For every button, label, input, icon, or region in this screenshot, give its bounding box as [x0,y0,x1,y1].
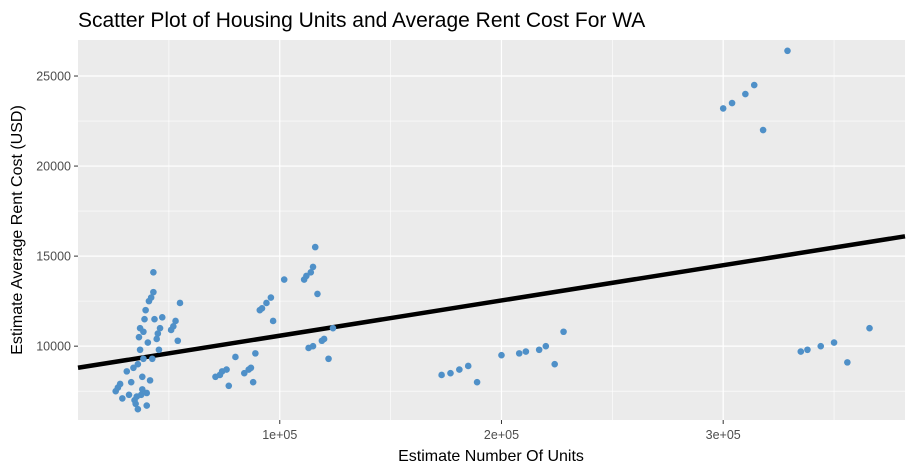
data-point [551,360,558,368]
data-point [804,346,811,354]
data-point [258,305,266,312]
data-point [280,276,288,283]
data-points [112,47,873,413]
data-point [223,366,230,373]
data-point [153,335,161,343]
data-point [123,368,131,375]
data-point [329,324,337,332]
data-point [535,346,543,354]
data-point [154,330,162,337]
data-point [158,314,166,321]
data-point [232,353,239,361]
data-point [498,351,505,359]
data-point [136,346,144,354]
data-point [447,369,454,377]
data-point [134,405,142,413]
data-point [307,269,315,276]
y-tick-label: 10000 [36,340,71,354]
y-tick-label: 25000 [36,70,71,84]
data-point [269,317,277,325]
data-point [728,99,736,107]
data-point [249,378,257,386]
data-point [141,315,148,323]
data-point [830,339,838,346]
data-point [263,299,270,307]
data-point [134,360,142,368]
x-axis-title: Estimate Number Of Units [398,448,584,465]
data-point [170,323,177,330]
data-point [172,317,179,325]
data-point [464,362,472,370]
data-point [135,333,143,341]
data-point [311,243,319,251]
data-point [143,402,151,409]
data-point [240,369,248,377]
x-tick-label: 3e+05 [706,428,741,442]
plot-panel [78,40,905,420]
data-point [174,337,182,345]
data-point [252,350,259,357]
data-point [137,391,145,399]
data-point [146,377,154,384]
data-point [325,355,332,363]
data-point [844,359,851,366]
data-point [125,391,133,399]
data-point [151,315,158,323]
data-point [456,366,463,373]
data-point [116,380,124,388]
data-point [155,346,163,354]
data-point [314,290,321,298]
data-point [473,378,481,386]
x-tick-label: 2e+05 [484,428,519,442]
y-tick-label: 20000 [36,160,71,174]
data-point [309,342,317,350]
chart-title: Scatter Plot of Housing Units and Averag… [78,9,645,32]
data-point [142,306,149,314]
y-axis-title: Estimate Average Rent Cost (USD) [9,105,26,355]
data-point [320,335,328,343]
data-point [132,400,139,408]
data-point [797,348,805,355]
data-point [719,105,727,112]
data-point [560,328,567,336]
data-point [138,386,146,393]
data-point [150,269,157,276]
data-point [127,378,135,386]
data-point [143,389,151,397]
y-tick-label: 15000 [36,250,71,264]
data-point [515,350,523,357]
data-point [759,126,767,134]
data-point [225,382,233,390]
x-tick-label: 1e+05 [262,428,297,442]
data-point [750,81,758,89]
data-point [144,339,152,346]
data-point [309,263,317,271]
data-point [176,299,184,307]
y-axis-ticks: 10000 15000 20000 25000 [36,70,78,354]
data-point [247,364,255,372]
data-point [866,324,873,332]
data-point [303,272,310,280]
data-point [150,288,157,296]
data-point [522,348,530,355]
data-point [140,355,147,363]
data-point [784,47,791,55]
data-point [148,355,156,363]
data-point [119,395,126,402]
data-point [742,90,749,98]
data-point [156,324,164,332]
x-axis-ticks: 1e+05 2e+05 3e+05 [262,420,741,442]
trend-line-group [77,234,906,370]
data-point [817,342,825,350]
trend-line [77,234,906,370]
data-point [267,294,275,301]
data-point [438,371,445,379]
data-point [140,328,147,336]
data-point [138,373,146,381]
data-point [542,342,550,350]
data-point [130,364,137,372]
data-point [147,294,155,301]
